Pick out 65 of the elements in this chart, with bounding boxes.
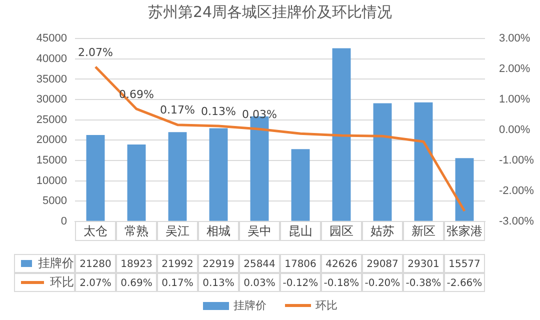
legend-label: 环比: [50, 274, 74, 291]
y2-tick-label: 3.00%: [499, 32, 530, 45]
data-label: 15577: [444, 254, 485, 273]
bar: [332, 48, 351, 221]
data-label: 25844: [239, 254, 280, 273]
data-label: 17806: [280, 254, 321, 273]
x-tick-label: 吴江: [157, 221, 198, 242]
data-label: -0.12%: [280, 273, 321, 292]
bar: [127, 144, 146, 221]
y2-tick-label: -2.00%: [499, 184, 534, 197]
data-label: 0.03%: [239, 273, 280, 292]
y-tick-label: 15000: [36, 154, 67, 166]
y-tick-label: 0: [60, 215, 67, 228]
y-tick-label: 40000: [36, 52, 67, 65]
x-tick-label: 吴中: [239, 221, 280, 242]
bar: [291, 149, 310, 221]
x-tick-label: 园区: [321, 221, 362, 242]
y2-tick-label: -1.00%: [499, 154, 534, 166]
x-tick-label: 常熟: [116, 221, 157, 242]
data-label: -0.38%: [403, 273, 444, 292]
data-label: 2.07%: [75, 273, 116, 292]
data-label: -0.18%: [321, 273, 362, 292]
text: 挂牌价: [234, 299, 266, 312]
data-label: 22919: [198, 254, 239, 273]
bar: [86, 134, 105, 221]
bar: [168, 132, 187, 221]
data-label: 0.17%: [157, 273, 198, 292]
bar: [373, 103, 392, 221]
y2-tick-label: 2.00%: [499, 63, 530, 76]
y-tick-label: 45000: [36, 32, 67, 45]
x-tick-label: 太仓: [75, 221, 116, 242]
data-label: 0.13%: [198, 273, 239, 292]
legend-label: 挂牌价: [38, 255, 74, 272]
y-tick-label: 20000: [36, 134, 67, 146]
y-tick-label: 25000: [36, 114, 67, 126]
data-label: -0.20%: [362, 273, 403, 292]
y-tick-label: 35000: [36, 73, 67, 86]
x-tick-label: 姑苏: [362, 221, 403, 242]
y2-tick-label: -3.00%: [499, 215, 534, 228]
x-tick-label: 相城: [198, 221, 239, 242]
annotation: 0.13%: [201, 104, 236, 118]
y-tick-label: 10000: [36, 174, 67, 187]
annotation: 0.03%: [242, 108, 277, 121]
y2-tick-label: 1.00%: [499, 94, 530, 106]
x-tick-label: 昆山: [280, 221, 321, 242]
y2-tick-label: 0.00%: [499, 124, 530, 136]
data-label: 21280: [75, 254, 116, 273]
y-tick-label: 30000: [36, 94, 67, 106]
data-label: 18923: [116, 254, 157, 273]
data-label: 29301: [403, 254, 444, 273]
annotation: 2.07%: [78, 46, 113, 59]
data-label: 0.69%: [116, 273, 157, 292]
y-tick-label: 5000: [42, 195, 67, 208]
x-tick-label: 张家港: [444, 221, 485, 242]
chart-title: 苏州第24周各城区挂牌价及环比情况: [146, 2, 394, 23]
annotation: 0.17%: [160, 104, 195, 117]
data-label: 21992: [157, 254, 198, 273]
data-label: 42626: [321, 254, 362, 273]
data-label: 29087: [362, 254, 403, 273]
bar: [455, 158, 474, 221]
text: 环比: [316, 299, 338, 312]
x-tick-label: 新区: [403, 221, 444, 242]
data-label: -2.66%: [444, 273, 485, 292]
bar: [414, 102, 433, 221]
bar: [209, 128, 228, 221]
